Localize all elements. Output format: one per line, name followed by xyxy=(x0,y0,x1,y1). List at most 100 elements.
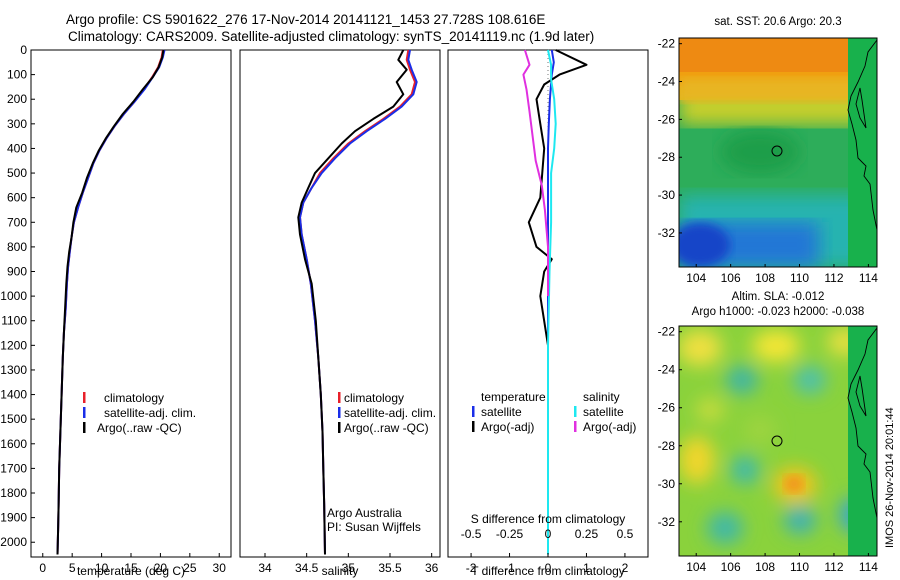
legend-label: climatology xyxy=(344,391,404,405)
x-tick-label: 0 xyxy=(39,561,46,575)
sla-argo-marker xyxy=(771,435,783,447)
s-difference-x-label: S difference from climatology xyxy=(471,512,626,526)
difference-series xyxy=(522,49,588,557)
map-x-tick-label: 108 xyxy=(755,271,775,285)
depth-tick-label: 500 xyxy=(7,166,27,180)
x-tick-label: 20 xyxy=(154,561,168,575)
map-y-tick-label: -30 xyxy=(658,188,676,202)
temperature-legend: climatology satellite-adj. clim. Argo(..… xyxy=(83,391,196,435)
map-y-tick-label: -22 xyxy=(658,37,676,51)
legend-label: Argo(-adj) xyxy=(481,420,534,434)
legend-swatch-temp-satellite xyxy=(472,406,475,417)
map-x-tick-label: 112 xyxy=(824,560,843,574)
legend-label: climatology xyxy=(104,391,164,405)
legend-swatch-satellite xyxy=(83,407,86,418)
sla-map: Altim. SLA: -0.012 Argo h1000: -0.023 h2… xyxy=(658,291,879,574)
depth-tick-label: 1600 xyxy=(0,437,27,451)
sst-y-ticks: -22 -24 -26 -28 -30 -32 xyxy=(658,37,682,240)
salinity-x-label: salinity xyxy=(322,564,359,578)
map-x-tick-label: 104 xyxy=(686,271,706,285)
header-line-1: Argo profile: CS 5901622_276 17-Nov-2014… xyxy=(66,12,545,27)
series-line xyxy=(522,49,549,297)
map-y-tick-label: -26 xyxy=(658,112,676,126)
depth-axis: 0 100 200 300 400 500 600 700 800 900 1000 1100 1200… xyxy=(0,43,35,549)
x-tick-label: 34 xyxy=(258,561,272,575)
legend-swatch-sal-satellite xyxy=(574,406,577,417)
map-x-tick-label: 114 xyxy=(859,560,878,574)
depth-tick-label: 0 xyxy=(20,43,27,57)
difference-legend: temperature salinity satellite Argo(-adj… xyxy=(472,390,636,434)
depth-tick-label: 1100 xyxy=(1,314,27,328)
sla-field xyxy=(679,326,877,556)
x-tick-label: 25 xyxy=(183,561,197,575)
map-x-tick-label: 106 xyxy=(721,560,741,574)
depth-tick-label: 1500 xyxy=(0,412,27,426)
x2-tick-label: -0.5 xyxy=(461,527,482,541)
sst-x-ticks: 104 106 108 110 112 114 xyxy=(686,264,878,285)
sla-x-ticks: 104 106 108 110 112 114 xyxy=(686,553,878,574)
legend-label: Argo(..raw -QC) xyxy=(97,421,182,435)
temperature-x-label: temperature (deg C) xyxy=(77,564,185,578)
x-tick-label: 35 xyxy=(342,561,356,575)
credit-text: IMOS 26-Nov-2014 20:01:44 xyxy=(884,407,896,548)
depth-tick-label: 700 xyxy=(7,215,27,229)
depth-tick-label: 1300 xyxy=(0,363,27,377)
legend-label: satellite-adj. clim. xyxy=(104,406,196,420)
x-tick-label: 15 xyxy=(124,561,138,575)
depth-tick-label: 800 xyxy=(7,240,27,254)
x2-tick-label: 0.5 xyxy=(617,527,634,541)
t-difference-x-ticks: -2 -1 0 1 2 xyxy=(466,553,629,575)
map-y-tick-label: -24 xyxy=(658,75,676,89)
x2-tick-label: 0.25 xyxy=(575,527,599,541)
sst-field xyxy=(679,38,877,267)
x2-tick-label: 0 xyxy=(545,527,552,541)
temperature-x-ticks: 0 5 10 15 20 25 30 xyxy=(39,553,226,575)
map-x-tick-label: 104 xyxy=(686,560,706,574)
map-y-tick-label: -30 xyxy=(658,477,676,491)
depth-tick-label: 100 xyxy=(7,68,27,82)
legend-swatch-sal-argo xyxy=(574,421,577,432)
map-x-tick-label: 110 xyxy=(790,560,809,574)
sst-map: sat. SST: 20.6 Argo: 20.3 104 106 108 110 11… xyxy=(658,16,879,285)
header-line-2: Climatology: CARS2009. Satellite-adjuste… xyxy=(68,29,594,44)
series-line xyxy=(297,49,408,555)
depth-tick-label: 1700 xyxy=(0,461,27,475)
sst-map-title: sat. SST: 20.6 Argo: 20.3 xyxy=(714,16,841,28)
depth-tick-label: 1800 xyxy=(0,486,27,500)
depth-tick-label: 300 xyxy=(7,117,27,131)
x-tick-label: 5 xyxy=(69,561,76,575)
map-y-tick-label: -24 xyxy=(658,363,676,377)
depth-tick-label: 2000 xyxy=(0,535,27,549)
legend-header-salinity: salinity xyxy=(583,390,620,404)
map-y-tick-label: -32 xyxy=(658,226,676,240)
depth-tick-label: 1200 xyxy=(0,338,27,352)
depth-tick-label: 1400 xyxy=(0,388,27,402)
salinity-legend: climatology satellite-adj. clim. Argo(..… xyxy=(327,391,436,534)
legend-swatch-climatology xyxy=(83,392,86,403)
legend-swatch-argo xyxy=(83,422,86,433)
salinity-x-ticks: 34 34.5 35 35.5 36 xyxy=(258,553,439,575)
series-line xyxy=(56,49,165,555)
series-line xyxy=(547,49,557,555)
map-x-tick-label: 112 xyxy=(824,271,843,285)
depth-tick-label: 900 xyxy=(7,265,27,279)
salinity-series xyxy=(297,49,418,555)
sla-coastline xyxy=(847,327,878,519)
map-x-tick-label: 106 xyxy=(721,271,741,285)
x-tick-label: 36 xyxy=(425,561,439,575)
temperature-panel xyxy=(30,49,232,558)
legend-swatch-argo xyxy=(338,422,341,433)
x-tick-label: 2 xyxy=(622,561,629,575)
x2-tick-label: -0.25 xyxy=(496,527,524,541)
legend-swatch-climatology xyxy=(338,392,341,403)
legend-swatch-temp-argo xyxy=(472,421,475,432)
map-x-tick-label: 108 xyxy=(755,560,775,574)
depth-tick-label: 600 xyxy=(7,191,27,205)
depth-tick-label: 400 xyxy=(7,141,27,155)
legend-label: Argo(-adj) xyxy=(583,420,636,434)
salinity-annotation-1: Argo Australia xyxy=(327,506,402,520)
x-tick-label: 0 xyxy=(545,561,552,575)
map-y-tick-label: -28 xyxy=(658,150,676,164)
salinity-annotation-2: PI: Susan Wijffels xyxy=(327,520,421,534)
depth-tick-label: 1900 xyxy=(0,511,27,525)
